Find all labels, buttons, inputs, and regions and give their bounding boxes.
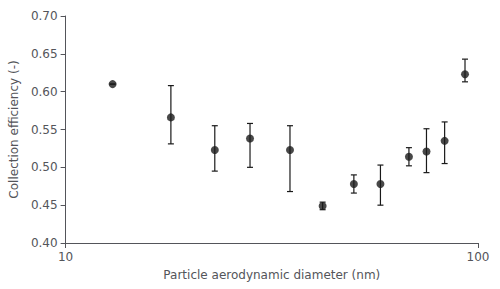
svg-text:0.55: 0.55 [31,123,58,137]
svg-text:0.70: 0.70 [31,9,58,23]
svg-text:0.60: 0.60 [31,85,58,99]
svg-text:10: 10 [58,250,73,264]
svg-text:0.45: 0.45 [31,198,58,212]
svg-text:0.65: 0.65 [31,47,58,61]
svg-text:Collection efficiency (-): Collection efficiency (-) [7,60,21,198]
svg-text:Particle aerodynamic diameter: Particle aerodynamic diameter (nm) [163,268,380,282]
svg-text:0.40: 0.40 [31,236,58,250]
svg-text:100: 100 [467,250,490,264]
svg-text:0.50: 0.50 [31,160,58,174]
